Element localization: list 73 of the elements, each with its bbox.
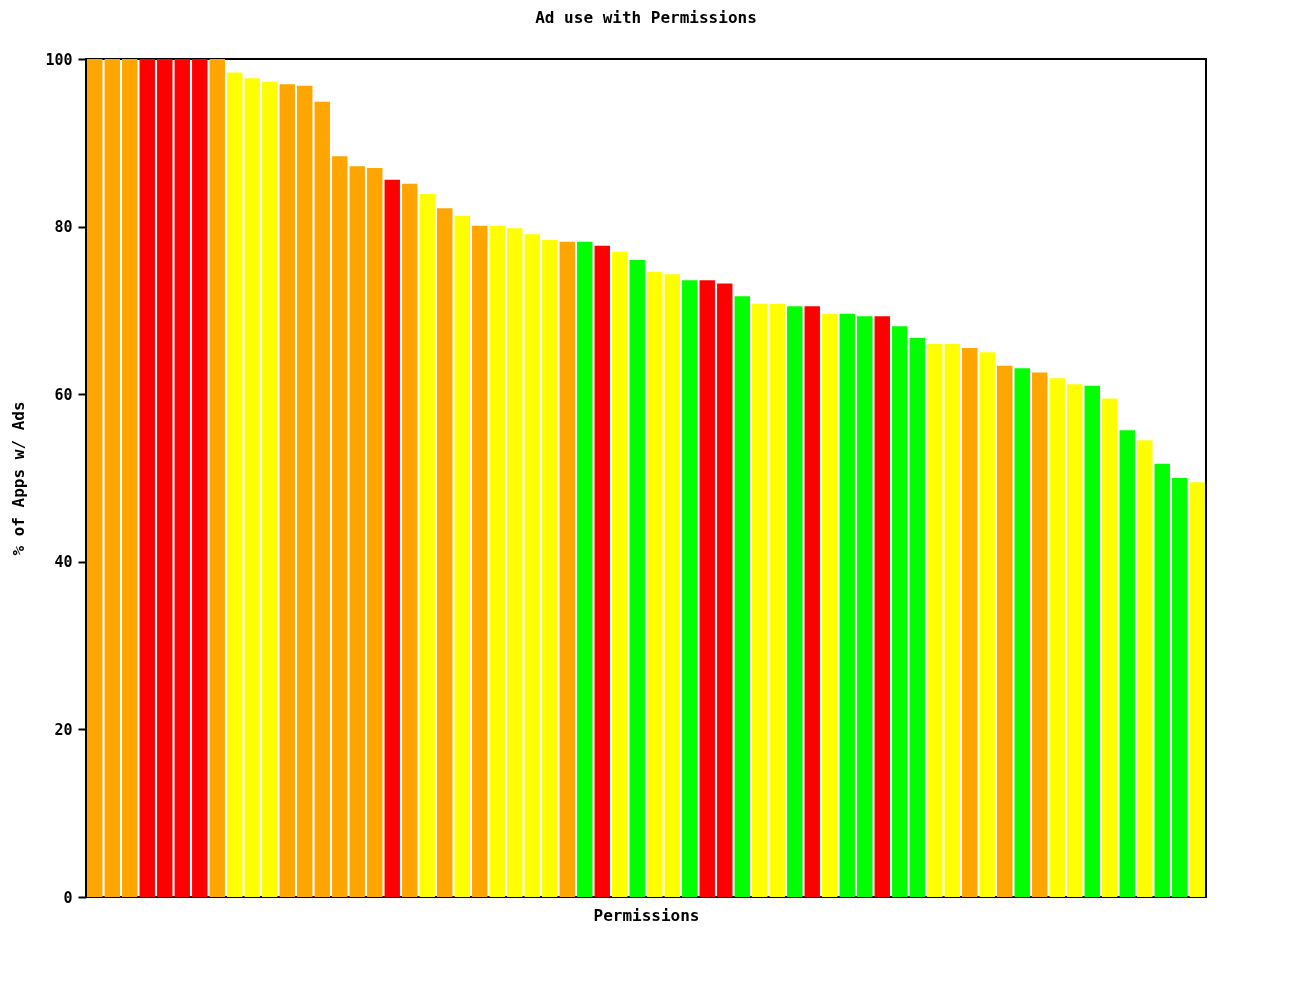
bar (1102, 398, 1118, 897)
bar (997, 365, 1013, 897)
y-tick-label: 0 (63, 888, 73, 907)
bar (1032, 372, 1048, 897)
bar (279, 84, 295, 897)
bar (524, 234, 540, 897)
bar (822, 313, 838, 897)
bar (227, 72, 243, 897)
bar (419, 193, 435, 897)
y-tick-label: 40 (54, 553, 73, 572)
bar (944, 343, 960, 897)
y-axis-title: % of Apps w/ Ads (9, 401, 29, 556)
bar (1067, 384, 1083, 897)
bar (752, 303, 768, 897)
bar (1084, 385, 1100, 897)
y-tick-label: 60 (54, 385, 73, 404)
bar (122, 59, 138, 897)
bar (1119, 430, 1135, 897)
bar (857, 316, 873, 897)
bar (699, 280, 715, 897)
bar (542, 240, 558, 897)
bar (1014, 368, 1030, 897)
bar (594, 245, 610, 897)
bar (682, 280, 698, 897)
x-axis-title: Permissions (593, 905, 700, 925)
bar (909, 338, 925, 897)
bar (1154, 463, 1170, 897)
bar (489, 225, 505, 897)
bar (139, 59, 155, 897)
bar (314, 101, 330, 897)
bar (664, 274, 680, 897)
bar (209, 59, 225, 897)
bar (647, 271, 663, 897)
chart-title: Ad use with Permissions (535, 8, 757, 27)
bar (717, 283, 733, 897)
bar (192, 59, 208, 897)
bar (787, 306, 803, 897)
bar (734, 296, 750, 897)
bar (629, 260, 645, 897)
bar (402, 183, 418, 897)
bar (892, 326, 908, 897)
bar (297, 85, 313, 897)
bar (927, 343, 943, 897)
bar (332, 156, 348, 897)
bar (962, 348, 978, 897)
bar (507, 228, 523, 897)
bar (262, 81, 278, 897)
bar (839, 313, 855, 897)
bar (384, 179, 400, 897)
bar (769, 303, 785, 897)
bar (1189, 482, 1205, 897)
bar (157, 59, 173, 897)
bar (612, 251, 628, 897)
bar (87, 59, 103, 897)
bar (244, 78, 260, 897)
y-tick-label: 100 (45, 50, 73, 69)
bar (472, 225, 488, 897)
bar (874, 316, 890, 897)
bar (1049, 378, 1065, 897)
bar (577, 241, 593, 897)
bar (979, 352, 995, 897)
bar (437, 208, 453, 897)
y-tick-label: 80 (54, 218, 73, 237)
bar (1137, 440, 1153, 897)
bar (174, 59, 190, 897)
bar (349, 166, 365, 897)
y-tick-label: 20 (54, 720, 73, 739)
bar (454, 215, 470, 897)
bar (559, 241, 575, 897)
bar (804, 306, 820, 897)
bar (367, 167, 383, 897)
bar (1172, 478, 1188, 897)
bar (104, 59, 120, 897)
